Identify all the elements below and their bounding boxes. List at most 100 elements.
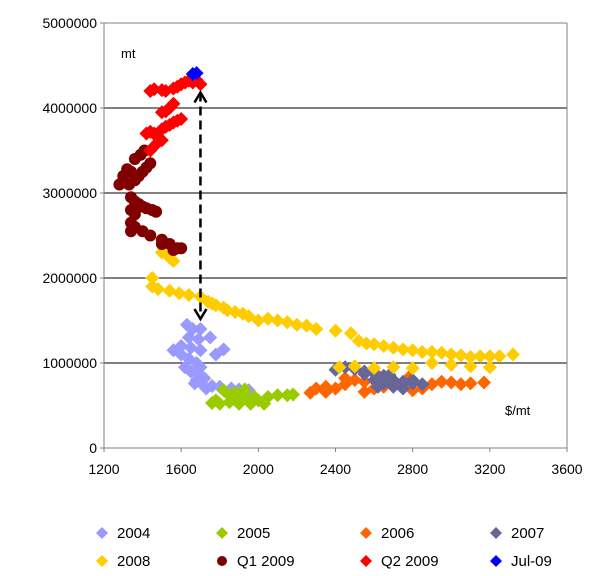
- y-tick-label: 4000000: [42, 100, 97, 116]
- data-point: [396, 342, 411, 357]
- data-point: [415, 344, 430, 359]
- legend-swatch: [216, 527, 228, 539]
- legend-label: 2006: [381, 525, 414, 542]
- series-2008: [145, 245, 520, 376]
- legend-item: Q2 2009: [360, 553, 439, 570]
- y-tick-label: 0: [89, 440, 97, 456]
- data-point: [453, 377, 468, 392]
- data-point: [386, 360, 401, 375]
- data-point: [367, 337, 382, 352]
- data-point: [155, 238, 168, 250]
- data-point: [347, 359, 362, 374]
- data-point: [424, 377, 439, 392]
- legend-swatch: [360, 555, 372, 567]
- legend-item: 2005: [216, 525, 270, 542]
- data-point: [357, 384, 372, 399]
- x-tick-label: 1200: [88, 461, 119, 477]
- data-point: [232, 396, 247, 411]
- x-tick-label: 3200: [474, 461, 505, 477]
- data-point: [289, 317, 304, 332]
- data-point: [332, 360, 347, 375]
- data-point: [208, 347, 223, 362]
- series-q1-2009: [113, 144, 188, 256]
- data-point: [309, 322, 324, 336]
- x-unit-label: $/mt: [505, 403, 531, 418]
- x-tick-label: 3600: [551, 461, 582, 477]
- legend-label: Q1 2009: [237, 553, 295, 570]
- arrow-head-top: [193, 90, 208, 104]
- data-point: [187, 376, 202, 391]
- data-point: [405, 343, 420, 358]
- data-point: [181, 288, 196, 302]
- legend-item: 2007: [490, 525, 544, 542]
- data-point: [183, 340, 198, 355]
- data-point: [463, 359, 478, 374]
- data-point: [193, 77, 208, 92]
- data-point: [357, 374, 372, 389]
- data-point: [328, 323, 343, 338]
- legend-item: Q1 2009: [217, 553, 295, 570]
- data-point: [453, 348, 468, 363]
- x-tick-label: 2800: [397, 461, 428, 477]
- legend-label: 2008: [117, 553, 150, 570]
- data-point: [243, 396, 258, 411]
- data-point: [434, 374, 449, 389]
- legend-swatch: [490, 555, 502, 567]
- data-point: [166, 96, 181, 111]
- x-tick-label: 2000: [243, 461, 274, 477]
- y-tick-label: 1000000: [42, 355, 97, 371]
- arrow-head-bottom: [193, 308, 208, 322]
- data-point: [405, 361, 420, 376]
- legend-swatch: [96, 527, 108, 539]
- data-point: [172, 286, 187, 301]
- y-tick-label: 3000000: [42, 185, 97, 201]
- data-point: [208, 393, 223, 408]
- legend-swatch: [360, 527, 372, 539]
- data-point: [270, 388, 285, 403]
- data-point: [203, 330, 218, 345]
- legend-label: Jul-09: [511, 553, 552, 570]
- data-point: [405, 373, 420, 387]
- series-jul-09: [185, 66, 204, 81]
- legend-label: Q2 2009: [381, 553, 439, 570]
- x-tick-labels: 1200 1600 2000 2400 2800 3200 3600: [88, 448, 583, 477]
- data-point: [367, 361, 382, 376]
- data-point: [482, 349, 497, 364]
- data-point: [386, 379, 401, 394]
- data-point: [260, 311, 275, 326]
- data-point: [189, 66, 204, 81]
- series-2005: [205, 382, 301, 411]
- data-point: [370, 379, 385, 394]
- legend-swatch: [96, 555, 108, 567]
- legend-label: 2005: [237, 525, 270, 542]
- data-point: [260, 390, 275, 404]
- data-point: [473, 349, 488, 364]
- data-point: [151, 282, 166, 297]
- data-point: [251, 313, 266, 328]
- gridlines: [104, 22, 567, 364]
- data-point: [357, 367, 372, 382]
- data-point: [174, 112, 189, 127]
- data-point: [347, 373, 362, 387]
- annotation-arrow: [193, 90, 208, 322]
- x-tick-label: 1600: [166, 461, 197, 477]
- series-layer: [113, 66, 520, 411]
- legend-label: 2004: [117, 525, 150, 542]
- data-point: [318, 384, 333, 399]
- data-point: [125, 225, 138, 238]
- data-point: [492, 349, 507, 364]
- data-point: [144, 229, 157, 242]
- data-point: [444, 357, 459, 372]
- legend-label: 2007: [511, 525, 544, 542]
- data-point: [181, 330, 196, 345]
- data-point: [338, 371, 353, 386]
- data-point: [343, 326, 358, 341]
- series-q2-2009: [139, 72, 208, 158]
- data-point: [193, 322, 208, 336]
- data-point: [463, 376, 478, 391]
- data-point: [386, 340, 401, 355]
- data-point: [424, 356, 439, 370]
- legend-item: 2004: [96, 525, 150, 542]
- y-tick-labels: 0 1000000 2000000 3000000 4000000 5000000: [42, 15, 104, 456]
- data-point: [191, 332, 206, 347]
